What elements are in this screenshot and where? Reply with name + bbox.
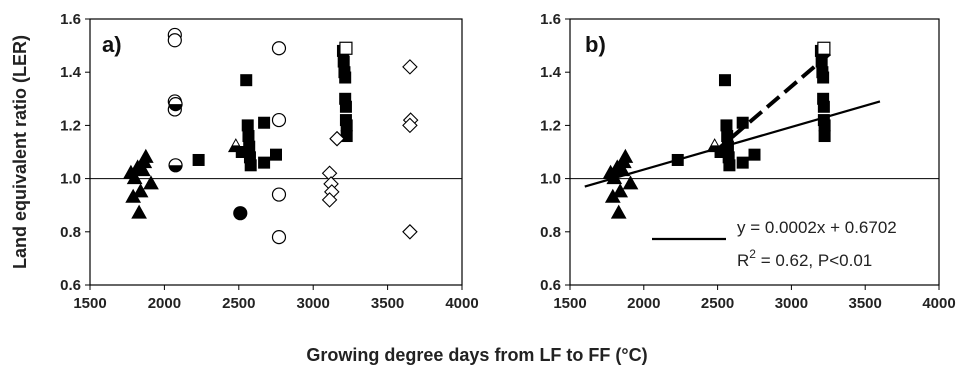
panel-a-filled-square-point [339, 71, 352, 84]
panel-a-y-tick-label: 0.8 [60, 224, 81, 241]
panel-b-filled-square-point [736, 116, 749, 129]
panel-a-open-circle-point [271, 112, 287, 128]
panel-a-open-circle-point [271, 187, 287, 202]
panel-b-filled-square-point [815, 55, 828, 68]
panel-b-y-tick-label: 1.2 [540, 117, 561, 134]
panel-a-y-tick-label: 1.6 [60, 11, 81, 28]
panel-b-filled-square-point [720, 119, 733, 132]
panel-a-filled-triangle-point [143, 175, 159, 190]
panel-b-filled-square-point [817, 100, 830, 113]
panel-b-filled-square-point [748, 148, 761, 161]
panel-a-half-filled-circle-point [168, 158, 183, 173]
panel-a-y-tick-label: 0.6 [60, 277, 81, 294]
panel-a-open-diamond-point [321, 192, 338, 208]
panel-b-y-tick-label: 1.6 [540, 11, 561, 28]
regression-equation: y = 0.0002x + 0.6702 [737, 218, 897, 237]
panel-a-x-tick-label: 1500 [73, 295, 106, 312]
panel-a-y-tick-label: 1.4 [60, 64, 82, 81]
panel-b-y-tick-label: 1.0 [540, 171, 561, 188]
panel-a-filled-square-point [244, 159, 257, 172]
panel-b-plot-layer: 0.6 0.8 1.0 1.2 1.4 1.6 1500 2000 2500 3000 3500 40… [540, 11, 956, 312]
panel-b-filled-square-point [671, 153, 684, 166]
panel-a-open-circle-point [271, 41, 287, 56]
panel-b-y-tick-label: 1.4 [540, 64, 562, 81]
panel-b: 0.6 0.8 1.0 1.2 1.4 1.6 1500 2000 2500 3000 3500 40… [540, 11, 956, 312]
panel-b-plot-frame [569, 18, 940, 286]
panel-b-filled-square-point [721, 130, 734, 143]
panel-a-label: a) [102, 32, 122, 57]
panel-b-filled-square-point [818, 119, 831, 132]
panel-b-open-square-point [817, 41, 831, 55]
x-axis-title: Growing degree days from LF to FF (°C) [306, 345, 647, 365]
panel-a-open-diamond-point [402, 59, 418, 75]
panel-a-filled-square-point [241, 119, 254, 132]
r2-superscript: 2 [749, 247, 756, 261]
panel-a-x-tick-label: 3500 [371, 295, 404, 312]
panel-a-filled-circle-point [233, 206, 248, 221]
panel-b-filled-triangle-point [612, 183, 629, 198]
panel-a-filled-triangle-point [126, 170, 143, 185]
panel-a: 0.6 0.8 1.0 1.2 1.4 1.6 1500 2000 2500 3000 3500 40… [60, 11, 479, 312]
panel-a-plot-layer: 0.6 0.8 1.0 1.2 1.4 1.6 1500 2000 2500 3000 3500 40… [60, 11, 479, 312]
panel-a-filled-square-point [339, 100, 352, 113]
panel-b-dashed-regression-line [713, 52, 832, 154]
y-axis-title: Land equivalent ratio (LER) [10, 35, 30, 269]
panel-b-filled-triangle-point [614, 162, 631, 177]
panel-b-filled-square-point [721, 140, 734, 153]
panel-b-x-tick-label: 4000 [922, 295, 955, 312]
panel-a-filled-square-point [240, 74, 253, 87]
panel-a-filled-triangle-point [137, 148, 154, 163]
panel-a-open-diamond-point [402, 117, 418, 134]
r-squared-annotation: R2 = 0.62, P<0.01 [737, 247, 872, 270]
panel-b-x-tick-label: 3000 [775, 295, 808, 312]
panel-a-filled-square-point [242, 130, 255, 143]
panel-a-filled-square-point [337, 55, 350, 68]
panel-a-filled-square-point [243, 140, 256, 153]
panel-a-open-circle-point [167, 33, 182, 48]
panel-a-filled-square-point [192, 153, 205, 166]
panel-b-filled-triangle-point [617, 148, 634, 163]
panel-b-y-tick-label: 0.6 [540, 277, 561, 294]
panel-b-x-tick-label: 3500 [849, 295, 882, 312]
panel-a-filled-triangle-point [131, 204, 147, 219]
panel-b-filled-square-point [736, 156, 749, 169]
panel-a-filled-triangle-point [134, 162, 151, 177]
panel-a-filled-square-point [258, 156, 271, 169]
panel-a-half-filled-circle-point [168, 97, 183, 112]
panel-a-filled-square-point [270, 148, 282, 161]
panel-b-filled-square-point [718, 74, 731, 87]
panel-a-filled-triangle-point [132, 183, 149, 198]
panel-a-x-tick-label: 2500 [222, 295, 255, 312]
r2-prefix: R [737, 251, 749, 270]
panel-b-filled-triangle-point [610, 204, 627, 219]
panel-a-open-circle-point [271, 230, 287, 245]
panel-b-filled-triangle-point [622, 175, 639, 190]
r2-rest: = 0.62, P<0.01 [756, 251, 872, 270]
panel-a-half-filled-triangle-point [227, 138, 244, 153]
panel-a-x-tick-label: 2000 [148, 295, 181, 312]
panel-a-y-tick-label: 1.2 [60, 117, 81, 134]
panel-a-open-diamond-point [402, 224, 418, 240]
panel-a-y-tick-label: 1.0 [60, 171, 81, 188]
panel-a-x-tick-label: 3000 [297, 295, 330, 312]
panel-b-x-tick-label: 2500 [701, 295, 734, 312]
panel-b-x-tick-label: 1500 [553, 295, 586, 312]
panel-a-open-square-point [339, 41, 353, 55]
panel-b-filled-square-point [723, 159, 736, 172]
panel-b-filled-square-point [817, 71, 830, 84]
panel-a-x-tick-label: 4000 [445, 295, 478, 312]
panel-a-filled-square-point [340, 119, 353, 132]
panel-a-open-diamond-point [329, 130, 345, 147]
panel-b-filled-triangle-point [606, 170, 623, 185]
panel-b-label: b) [585, 32, 606, 57]
panel-b-x-tick-label: 2000 [627, 295, 660, 312]
panel-a-filled-square-point [258, 116, 271, 129]
panel-b-half-filled-triangle-point [706, 138, 723, 153]
panel-b-y-tick-label: 0.8 [540, 224, 561, 241]
panel-b-filled-square-point [818, 130, 831, 143]
panel-a-plot-frame [89, 18, 463, 286]
